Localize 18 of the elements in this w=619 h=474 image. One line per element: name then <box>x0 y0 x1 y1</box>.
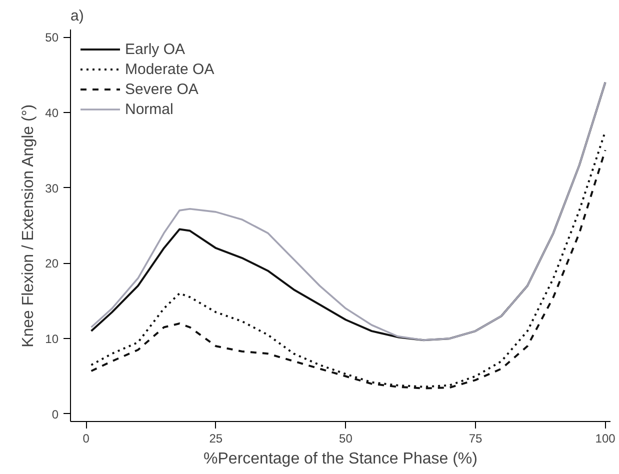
y-axis-title: Knee Flexion / Extension Angle (°) <box>20 104 38 348</box>
x-tick-label: 0 <box>82 432 90 446</box>
y-tick-label: 10 <box>45 332 59 346</box>
y-tick-label: 0 <box>52 407 59 422</box>
y-tick-label: 20 <box>45 256 59 271</box>
x-tick-label: 75 <box>468 432 482 446</box>
legend-label: Early OA <box>125 40 186 58</box>
y-tick-label: 30 <box>45 181 59 196</box>
legend-label: Normal <box>125 100 174 118</box>
x-axis-title: %Percentage of the Stance Phase (%) <box>204 450 478 468</box>
legend-label: Severe OA <box>125 80 198 98</box>
x-tick-label: 100 <box>595 432 616 446</box>
y-tick-label: 40 <box>45 106 59 120</box>
x-tick-label: 50 <box>339 432 353 446</box>
chart-title: a) <box>70 8 84 24</box>
y-tick-label: 50 <box>45 30 59 45</box>
x-tick-label: 25 <box>209 432 223 446</box>
legend-label: Moderate OA <box>125 60 214 78</box>
